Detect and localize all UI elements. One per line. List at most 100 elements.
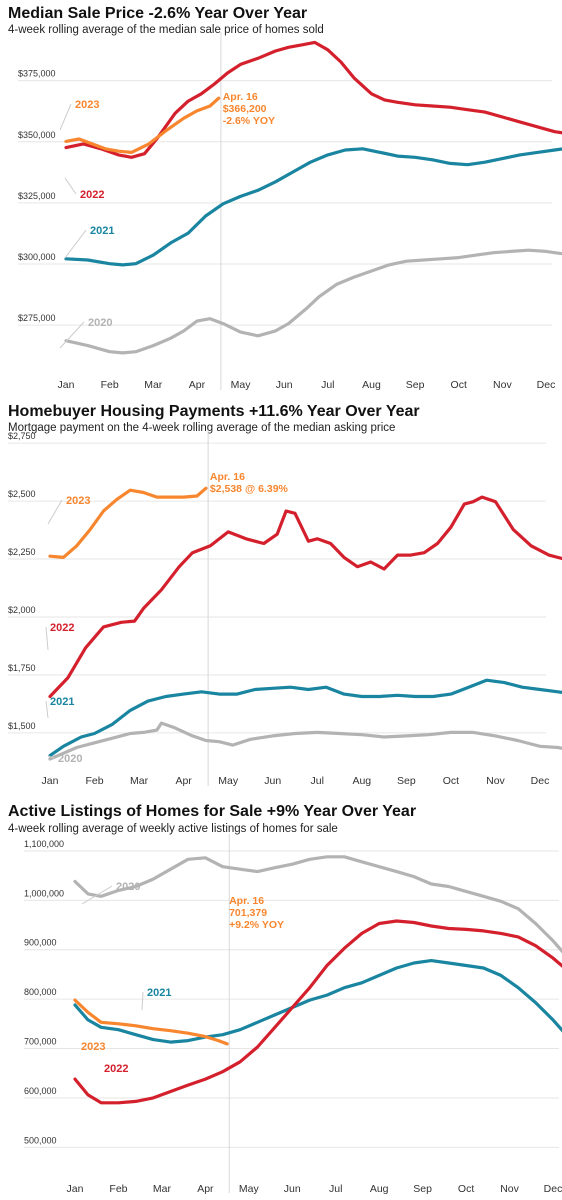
x-tick-label: Feb bbox=[101, 379, 119, 391]
x-tick-label: Mar bbox=[130, 775, 149, 787]
series-leader-2020 bbox=[81, 885, 113, 905]
chart-subtitle: 4-week rolling average of weekly active … bbox=[8, 823, 338, 835]
x-tick-label: Jul bbox=[329, 1183, 342, 1195]
y-tick-label: $325,000 bbox=[18, 191, 56, 201]
series-line-2021 bbox=[48, 678, 562, 758]
annotation-text: Apr. 16 bbox=[229, 895, 264, 907]
x-tick-label: Oct bbox=[451, 379, 467, 391]
x-tick-label: Aug bbox=[370, 1183, 389, 1195]
y-tick-label: 1,000,000 bbox=[24, 888, 64, 898]
active-listings-chart: Active Listings of Homes for Sale +9% Ye… bbox=[8, 803, 562, 1195]
series-line-2023 bbox=[64, 96, 221, 154]
x-tick-label: Jun bbox=[276, 379, 293, 391]
x-tick-label: Oct bbox=[443, 775, 459, 787]
x-tick-label: Jan bbox=[42, 775, 59, 787]
x-tick-label: Feb bbox=[85, 775, 103, 787]
series-label-2021: 2021 bbox=[50, 696, 74, 708]
x-tick-label: Aug bbox=[352, 775, 371, 787]
y-tick-label: $2,000 bbox=[8, 605, 36, 615]
x-tick-label: Apr bbox=[175, 775, 192, 787]
x-tick-label: Nov bbox=[493, 379, 512, 391]
x-tick-label: Jun bbox=[284, 1183, 301, 1195]
median-sale-price-chart: Median Sale Price -2.6% Year Over Year 4-… bbox=[8, 5, 562, 391]
series-label-2023: 2023 bbox=[75, 99, 99, 111]
x-tick-label: Dec bbox=[531, 775, 550, 787]
annotation-text: Apr. 16 bbox=[223, 91, 258, 103]
series-label-2020: 2020 bbox=[58, 753, 82, 765]
chart-title: Homebuyer Housing Payments +11.6% Year O… bbox=[8, 403, 420, 420]
x-tick-label: May bbox=[218, 775, 239, 787]
annotation-text: +9.2% YOY bbox=[229, 919, 284, 931]
y-tick-label: $350,000 bbox=[18, 130, 56, 140]
series-label-2020: 2020 bbox=[116, 881, 140, 893]
y-tick-label: 600,000 bbox=[24, 1086, 57, 1096]
series-leader-2022 bbox=[45, 626, 49, 651]
series-label-2022: 2022 bbox=[50, 622, 74, 634]
x-tick-label: Sep bbox=[406, 379, 425, 391]
x-tick-label: Jan bbox=[58, 379, 75, 391]
y-tick-label: 1,100,000 bbox=[24, 839, 64, 849]
x-tick-label: Feb bbox=[109, 1183, 127, 1195]
series-leader-2023 bbox=[47, 499, 63, 525]
x-tick-label: Dec bbox=[544, 1183, 562, 1195]
y-tick-label: $2,750 bbox=[8, 431, 36, 441]
chart-title: Median Sale Price -2.6% Year Over Year bbox=[8, 5, 307, 22]
annotation-text: Apr. 16 bbox=[210, 471, 245, 483]
y-tick-label: 900,000 bbox=[24, 938, 57, 948]
x-tick-label: Jan bbox=[67, 1183, 84, 1195]
series-label-2021: 2021 bbox=[147, 987, 171, 999]
y-tick-label: $2,500 bbox=[8, 489, 36, 499]
x-tick-label: Apr bbox=[197, 1183, 214, 1195]
x-tick-label: Oct bbox=[458, 1183, 474, 1195]
y-tick-label: $300,000 bbox=[18, 252, 56, 262]
series-line-2020 bbox=[64, 248, 562, 355]
series-line-2022 bbox=[73, 919, 562, 1105]
series-line-2023 bbox=[73, 998, 229, 1046]
annotation-text: -2.6% YOY bbox=[223, 115, 275, 127]
y-tick-label: $1,500 bbox=[8, 721, 36, 731]
x-tick-label: May bbox=[239, 1183, 260, 1195]
x-tick-label: Aug bbox=[362, 379, 381, 391]
series-leader-2021 bbox=[141, 991, 144, 1011]
series-label-2020: 2020 bbox=[88, 317, 112, 329]
housing-payments-chart: Homebuyer Housing Payments +11.6% Year O… bbox=[8, 403, 562, 787]
series-leader-2023 bbox=[59, 103, 72, 131]
chart-title: Active Listings of Homes for Sale +9% Ye… bbox=[8, 803, 416, 820]
x-tick-label: May bbox=[231, 379, 252, 391]
annotation-text: 701,379 bbox=[229, 907, 267, 919]
annotation-text: $2,538 @ 6.39% bbox=[210, 483, 289, 495]
series-label-2022: 2022 bbox=[104, 1063, 128, 1075]
series-line-2020 bbox=[73, 855, 562, 954]
series-leader-2021 bbox=[64, 229, 87, 259]
series-label-2022: 2022 bbox=[80, 189, 104, 201]
y-tick-label: 500,000 bbox=[24, 1135, 57, 1145]
x-tick-label: Nov bbox=[500, 1183, 519, 1195]
x-tick-label: Sep bbox=[397, 775, 416, 787]
y-tick-label: $375,000 bbox=[18, 69, 56, 79]
series-line-2022 bbox=[48, 495, 562, 699]
y-tick-label: 700,000 bbox=[24, 1037, 57, 1047]
series-line-2022 bbox=[64, 40, 562, 159]
x-tick-label: Sep bbox=[413, 1183, 432, 1195]
series-line-2023 bbox=[48, 486, 208, 559]
chart-subtitle: Mortgage payment on the 4-week rolling a… bbox=[8, 422, 395, 434]
x-tick-label: Jul bbox=[311, 775, 324, 787]
series-leader-2020 bbox=[59, 321, 85, 349]
x-tick-label: Jun bbox=[264, 775, 281, 787]
x-tick-label: Nov bbox=[486, 775, 505, 787]
series-label-2021: 2021 bbox=[90, 225, 114, 237]
series-leader-2021 bbox=[45, 700, 49, 719]
series-leader-2022 bbox=[64, 177, 77, 195]
chart-subtitle: 4-week rolling average of the median sal… bbox=[8, 24, 324, 36]
y-tick-label: 800,000 bbox=[24, 987, 57, 997]
series-line-2020 bbox=[48, 721, 562, 761]
y-tick-label: $2,250 bbox=[8, 547, 36, 557]
series-line-2021 bbox=[73, 959, 562, 1044]
x-tick-label: Mar bbox=[153, 1183, 172, 1195]
series-label-2023: 2023 bbox=[66, 495, 90, 507]
x-tick-label: Dec bbox=[537, 379, 556, 391]
x-tick-label: Jul bbox=[321, 379, 334, 391]
x-tick-label: Apr bbox=[189, 379, 206, 391]
series-line-2021 bbox=[64, 147, 562, 267]
series-leader-2020 bbox=[47, 755, 55, 759]
